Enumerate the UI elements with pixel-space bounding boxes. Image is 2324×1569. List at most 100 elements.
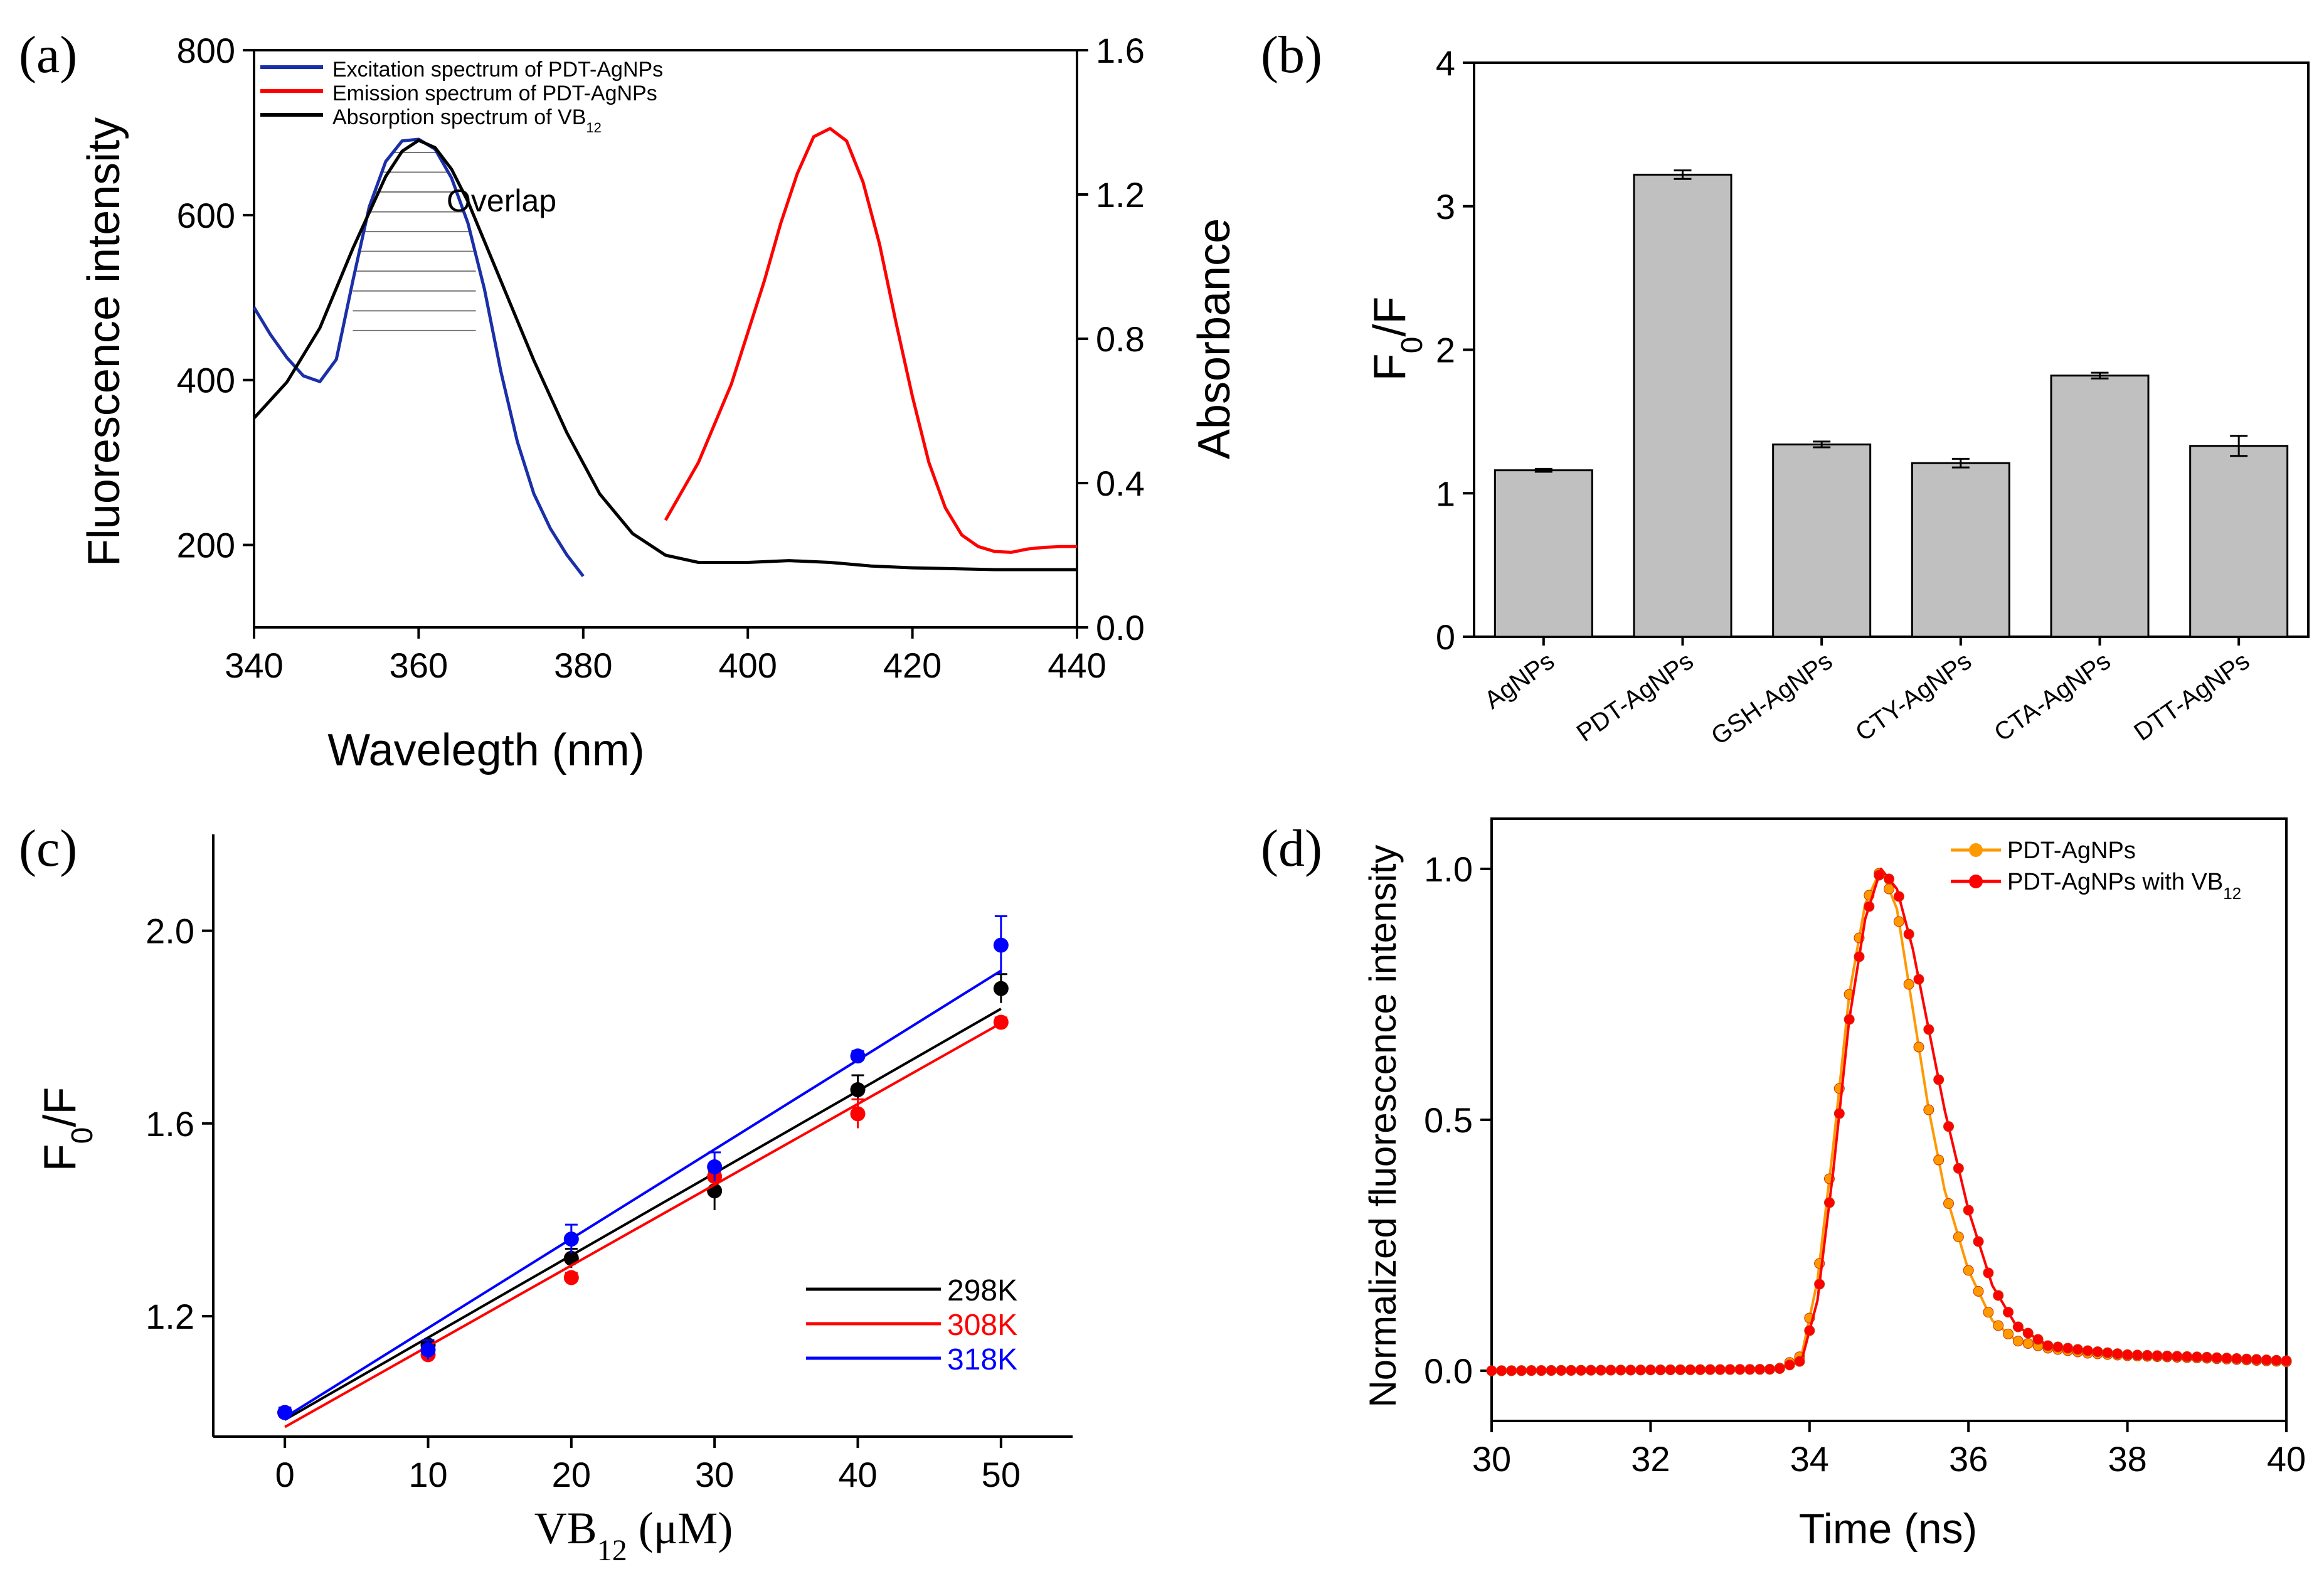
legend-pdt-agnps: PDT-AgNPs [2007,838,2136,864]
x-tick-label: 36 [1949,1439,1988,1479]
data-point-pdt-agnps-vb12 [2281,1355,2292,1366]
panel-d: (d) 30 32 34 36 38 40 0.0 0.5 1.0 Time (ns) Norm… [1261,817,2306,1553]
y2-tick-label: 1.2 [1096,175,1145,215]
data-point-pdt-agnps-vb12 [2191,1351,2202,1363]
panel-a-ylabel: Fluorescence intensity [79,117,129,566]
data-point-pdt-agnps-vb12 [1496,1365,1507,1376]
data-point-pdt-agnps-vb12 [1685,1364,1696,1375]
data-point-pdt-agnps-vb12 [1963,1205,1974,1216]
data-point-pdt-agnps [2022,1338,2034,1349]
y-tick-label: 0.5 [1424,1100,1473,1140]
legend-marker-pdt [1969,843,1983,857]
data-point-298K [850,1082,866,1098]
legend-excitation: Excitation spectrum of PDT-AgNPs [332,58,663,82]
data-point-pdt-agnps-vb12 [2082,1345,2093,1356]
data-point-pdt-agnps-vb12 [1566,1364,1577,1376]
data-point-pdt-agnps-vb12 [2182,1351,2193,1362]
data-point-pdt-agnps [1923,1104,1934,1115]
y-tick-label: 4 [1436,43,1455,83]
panel-a-plot: 340 360 380 400 420 440 200 400 600 800 0.0 0.4 0.8 1… [177,31,1145,685]
data-point-pdt-agnps-vb12 [2042,1340,2054,1351]
data-point-pdt-agnps-vb12 [1893,891,1904,902]
data-point-pdt-agnps-vb12 [1486,1365,1497,1376]
x-tick-label: 340 [225,646,283,685]
x-tick-label: 34 [1790,1439,1829,1479]
bar-cta-agnps [2050,375,2150,638]
bar-cty-agnps [1911,462,2010,638]
data-point-pdt-agnps-vb12 [1695,1364,1706,1375]
data-point-pdt-agnps-vb12 [1823,1197,1835,1208]
data-point-pdt-agnps [1953,1231,1964,1243]
y-tick-label: 1.0 [1424,849,1473,889]
data-point-pdt-agnps-vb12 [1536,1365,1547,1376]
panel-c-ylabel: F0/F [35,1087,99,1172]
data-point-pdt-agnps-vb12 [2012,1321,2024,1332]
data-point-pdt-agnps-vb12 [1734,1364,1746,1375]
data-point-pdt-agnps-vb12 [2131,1349,2143,1361]
data-point-pdt-agnps-vb12 [2122,1349,2133,1360]
panel-label-b: (b) [1261,26,1322,84]
legend-absorption: Absorption spectrum of VB12 [332,105,602,136]
data-point-pdt-agnps-vb12 [2162,1350,2173,1361]
panel-b: (b) 0 1 2 3 4 AgNPs PDT-AgNPs GSH-AgNPs CTY-AgNP… [1261,26,2310,750]
legend-marker-pdt-vb12 [1969,875,1983,888]
data-point-pdt-agnps-vb12 [1576,1364,1587,1376]
x-tick-label: 30 [695,1455,734,1494]
panel-label-c: (c) [19,819,77,878]
data-point-pdt-agnps-vb12 [1665,1364,1676,1375]
x-tick-label-gsh-agnps: GSH-AgNPs [1706,647,1837,750]
panel-a-y2label: Absorbance [1189,218,1239,459]
data-point-pdt-agnps-vb12 [1933,1074,1945,1085]
data-point-308K [993,1014,1009,1030]
data-point-pdt-agnps-vb12 [1874,870,1885,881]
data-point-pdt-agnps-vb12 [1973,1236,1984,1247]
data-point-pdt-agnps-vb12 [2241,1353,2252,1364]
data-point-pdt-agnps-vb12 [2112,1348,2123,1359]
data-point-pdt-agnps-vb12 [1903,928,1914,940]
x-tick-label: 30 [1472,1439,1511,1479]
data-point-pdt-agnps-vb12 [2032,1334,2044,1345]
data-point-pdt-agnps-vb12 [1506,1365,1517,1376]
x-tick-label-cty-agnps: CTY-AgNPs [1850,647,1976,747]
data-point-318K [563,1231,579,1247]
data-point-pdt-agnps [1943,1198,1955,1209]
data-point-pdt-agnps [1933,1154,1945,1166]
data-point-pdt-agnps [1884,883,1894,895]
data-point-298K [993,981,1009,996]
data-point-pdt-agnps-vb12 [1595,1364,1606,1376]
y2-tick-label: 0.4 [1096,464,1145,503]
data-point-pdt-agnps-vb12 [1546,1365,1557,1376]
series-line-pdt-agnps [1491,868,2287,1372]
data-point-pdt-agnps-vb12 [1615,1364,1626,1376]
data-point-318K [993,937,1009,953]
data-point-pdt-agnps-vb12 [1844,1014,1855,1025]
data-point-pdt-agnps [2003,1328,2014,1339]
data-point-pdt-agnps-vb12 [1854,951,1865,962]
x-tick-label: 40 [838,1455,877,1494]
data-point-pdt-agnps [2012,1336,2024,1347]
legend-308K: 308K [947,1309,1017,1342]
data-point-pdt-agnps-vb12 [2072,1344,2083,1355]
x-tick-label: 10 [408,1455,447,1494]
panel-label-d: (d) [1261,819,1322,878]
data-point-pdt-agnps-vb12 [2261,1354,2272,1366]
data-point-pdt-agnps-vb12 [1993,1290,2004,1301]
x-tick-label: 440 [1048,646,1106,685]
data-point-pdt-agnps-vb12 [2271,1354,2282,1366]
data-point-pdt-agnps-vb12 [1794,1356,1805,1367]
x-tick-label: 38 [2108,1439,2146,1479]
panel-b-frame [1473,61,2310,638]
x-tick-label: 40 [2267,1439,2306,1479]
data-point-pdt-agnps-vb12 [1556,1364,1567,1376]
panel-a-xlabel: Wavelegth (nm) [327,725,644,775]
x-tick-label: 20 [552,1455,591,1494]
x-tick-label-agnps: AgNPs [1480,647,1559,714]
y2-tick-label: 0.0 [1096,608,1145,647]
data-point-pdt-agnps-vb12 [2092,1346,2103,1358]
data-point-pdt-agnps-vb12 [2221,1353,2232,1364]
panel-d-frame [1490,817,2288,1422]
panel-d-legend: PDT-AgNPs PDT-AgNPs with VB12 [1951,838,2241,903]
